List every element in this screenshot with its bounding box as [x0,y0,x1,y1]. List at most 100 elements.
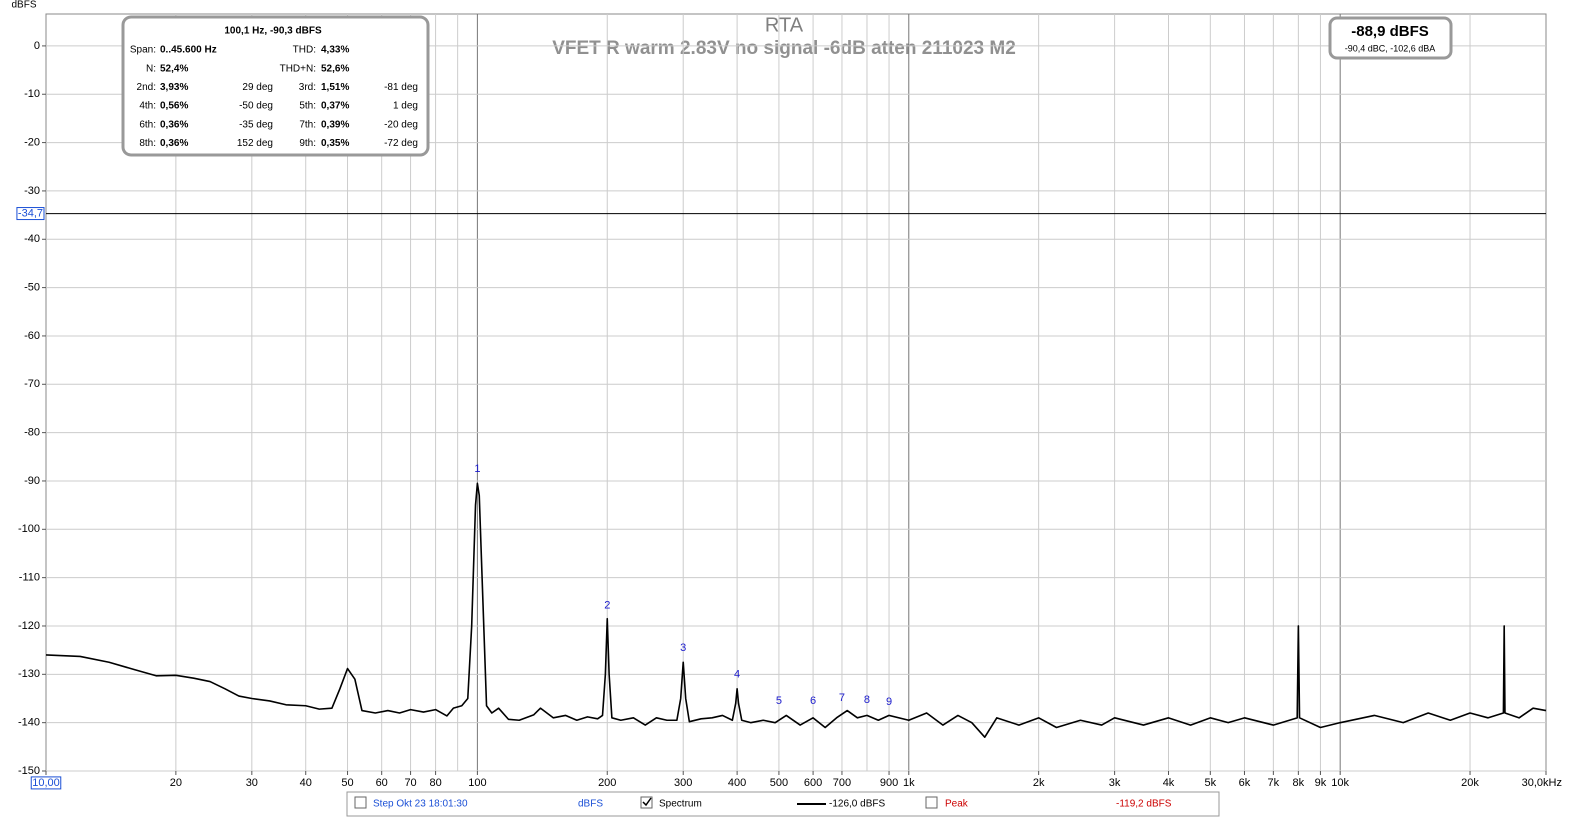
info-label: 9th: [299,138,316,149]
y-tick-label: -20 [24,136,40,148]
x-tick-label: 30,0kHz [1522,777,1562,789]
y-tick-label: -120 [18,620,40,632]
x-tick-label: 500 [770,777,788,789]
spectrum-checkbox[interactable] [640,796,653,809]
x-tick-label: 70 [404,777,416,789]
info-label: 8th: [139,138,156,149]
info-value: 0,39% [321,119,349,130]
info-label: Span: [130,45,156,56]
x-tick-label: 5k [1204,777,1216,789]
x-tick-label: 9k [1315,777,1327,789]
info-value: 0,56% [160,101,188,112]
info-value: 0,35% [321,138,349,149]
info-label: 6th: [139,119,156,130]
marks: 1 2 3 4 5 6 7 8 9 [45,463,1547,738]
harmonic-marker: 8 [864,694,870,706]
cursor-label: -34,7 [18,208,43,220]
level-main: -88,9 dBFS [1351,23,1429,40]
x-tick-label: 30 [246,777,258,789]
info-label: 2nd: [137,82,156,93]
x-tick-label: 10k [1331,777,1349,789]
harmonic-marker: 4 [734,668,740,680]
info-phase: 1 deg [393,101,418,112]
info-value: 52,4% [160,63,188,74]
y-axis-label: dBFS [11,0,36,11]
y-tick-label: -150 [18,765,40,777]
x-tick-label: 8k [1293,777,1305,789]
harmonic-marker: 3 [680,642,686,654]
info-label: 5th: [299,101,316,112]
y-tick-label: -130 [18,668,40,680]
chart-title: RTA [765,14,804,36]
info-box [121,15,430,157]
info-value: 0..45.600 Hz [160,45,217,56]
info-value: 0,37% [321,101,349,112]
x-tick-label: 20k [1461,777,1479,789]
x-tick-label: 7k [1268,777,1280,789]
x-tick-label: 4k [1163,777,1175,789]
legend-peak: Peak [945,799,969,810]
cursor-label-box [16,207,45,221]
info-value: 1,51% [321,82,349,93]
x-tick-label: 600 [804,777,822,789]
checkmark [642,797,652,807]
info-phase: -35 deg [239,119,273,130]
harmonic-marker: 5 [776,695,782,707]
x-tick-label: 60 [376,777,388,789]
x-tick-label: 80 [429,777,441,789]
step-checkbox[interactable] [354,796,367,809]
harmonic-marker: 1 [474,463,480,475]
x-tick-label: 100 [468,777,486,789]
level-box [1328,16,1453,60]
x-tick-label: 200 [598,777,616,789]
y-tick-label: -40 [24,233,40,245]
legend-spectrum: Spectrum [659,799,702,810]
series-line [45,482,1547,738]
y-tick-label: -100 [18,523,40,535]
info-phase: 152 deg [237,138,273,149]
x-tick-label: 300 [674,777,692,789]
x-tick-label: 50 [341,777,353,789]
y-tick-label: -80 [24,427,40,439]
peak-checkbox[interactable] [925,796,938,809]
overlay: -88,9 dBFS -90,4 dBC, -102,6 dBA Step Ok… [121,15,1453,817]
harmonic-marker: 6 [810,695,816,707]
info-value: 4,33% [321,45,349,56]
y-tick-label: -110 [19,572,40,584]
x-tick-label: 10,00 [32,777,60,789]
info-label: 3rd: [299,82,316,93]
info-phase: -72 deg [384,138,418,149]
info-label: THD+N: [280,63,316,74]
x-tick-label: 6k [1239,777,1251,789]
legend-bar [346,791,1220,817]
y-tick-label: 0 [34,40,40,52]
legend-step: Step Okt 23 18:01:30 [373,799,468,810]
x-tick-label: 40 [300,777,312,789]
info-phase: 29 deg [242,82,273,93]
info-value: 52,6% [321,63,349,74]
y-tick-label: -140 [18,717,40,729]
y-tick-label: -70 [24,378,40,390]
y-tick-label: -60 [24,330,40,342]
y-tick-label: -50 [24,282,40,294]
info-phase: -81 deg [384,82,418,93]
info-label: 7th: [299,119,316,130]
harmonic-marker: 7 [839,692,845,704]
level-sub: -90,4 dBC, -102,6 dBA [1345,43,1436,53]
legend-unit: dBFS [578,799,603,810]
info-value: 0,36% [160,119,188,130]
x-tick-label: 2k [1033,777,1045,789]
info-phase: -50 deg [239,101,273,112]
legend-peak-level: -119,2 dBFS [1116,799,1172,810]
chart-subtitle: VFET R warm 2.83V no signal -6dB atten 2… [552,38,1016,59]
y-tick-label: -10 [24,88,40,100]
info-header: 100,1 Hz, -90,3 dBFS [224,26,322,37]
x-tick-label: 900 [880,777,898,789]
x-tick-label: 400 [728,777,746,789]
legend-spectrum-level: -126,0 dBFS [829,799,885,810]
x-tick-label: 700 [833,777,851,789]
x-tick-label: 20 [170,777,182,789]
info-value: 3,93% [160,82,188,93]
